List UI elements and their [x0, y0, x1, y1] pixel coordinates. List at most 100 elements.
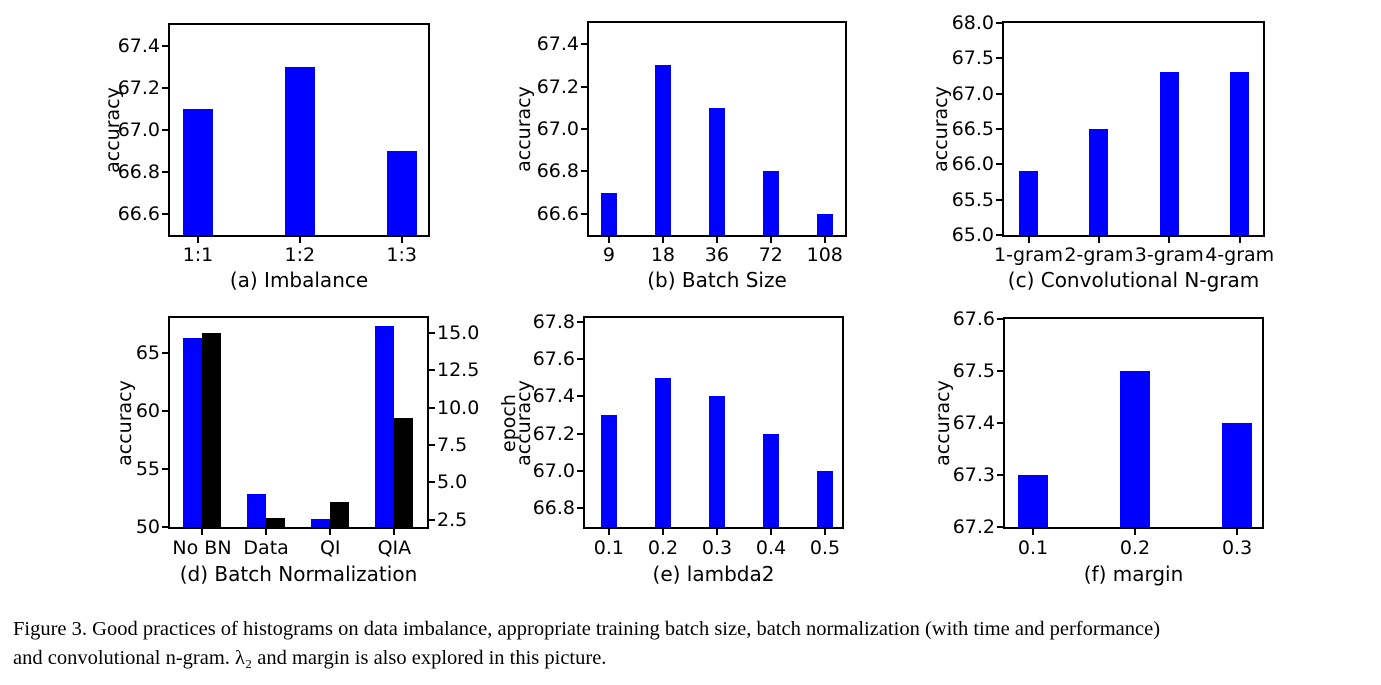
x-axis-tick: [824, 529, 827, 535]
x-axis-tick: [1134, 529, 1137, 535]
subplot-d-title: (d) Batch Normalization: [179, 562, 418, 586]
y-axis-right-tick: [429, 331, 435, 334]
x-axis-tick-label: 0.3: [1221, 537, 1253, 559]
y-axis-right-tick: [429, 518, 435, 521]
y-axis-right-tick: [429, 369, 435, 372]
y-axis-tick-label: 55: [135, 457, 160, 480]
x-axis-tick-label: 1:3: [386, 244, 417, 266]
y-axis-tick-label: 65.0: [951, 224, 994, 246]
bar-b-18: [654, 65, 671, 235]
y-axis-tick-label: 67.0: [951, 82, 994, 105]
y-axis-tick-label: 67.0: [532, 460, 575, 483]
y-axis-right-tick: [429, 406, 435, 409]
y-axis-tick: [997, 474, 1003, 476]
bar-e-0-4: [763, 433, 779, 527]
y-axis-tick-label: 67.4: [532, 385, 575, 408]
y-axis-tick-label: 65: [135, 341, 160, 364]
x-axis-tick-label: 72: [758, 244, 783, 266]
y-axis-label: accuracy: [102, 87, 124, 173]
bar-e-0-3: [708, 396, 725, 527]
bar-d-no-bn-accuracy: [182, 337, 202, 527]
x-axis-tick: [265, 529, 268, 535]
x-axis-tick-label: 9: [602, 244, 615, 266]
subplot-c-title: (c) Convolutional N-gram: [1007, 268, 1260, 292]
x-axis-tick: [298, 237, 301, 243]
x-axis-tick-label: Data: [243, 537, 289, 559]
x-axis-tick: [393, 529, 396, 535]
y-axis-tick-label: 67.0: [536, 118, 579, 140]
y-axis-tick-label: 67.6: [532, 348, 575, 371]
y-axis-tick: [996, 128, 1002, 130]
bar-d-data-epoch: [266, 518, 286, 527]
bar-e-0-5: [817, 471, 834, 527]
y-axis-tick-label: 67.3: [952, 464, 995, 486]
y-axis-tick: [996, 234, 1002, 236]
subplot-c-plot-area: [1002, 21, 1265, 237]
y-axis-label: accuracy: [513, 86, 535, 172]
bar-d-qia-accuracy: [375, 326, 395, 527]
x-axis-tick-label: 1:2: [284, 244, 316, 266]
y-axis-right-tick: [429, 443, 435, 446]
y-axis-right-tick-label: 12.5: [437, 359, 480, 382]
bar-d-qia-epoch: [394, 418, 414, 527]
bar-d-no-bn-epoch: [201, 332, 221, 527]
x-axis-tick: [200, 529, 203, 535]
y-axis-tick-label: 67.5: [952, 360, 995, 382]
x-axis-tick-label: 0.1: [593, 537, 624, 559]
subplot-e-title: (e) lambda2: [652, 562, 775, 586]
y-axis-tick: [162, 213, 168, 215]
y-axis-tick: [577, 320, 583, 323]
y-axis-tick: [997, 318, 1003, 320]
x-axis-tick: [607, 529, 610, 535]
x-axis-tick: [770, 529, 772, 535]
x-axis-tick-label: 18: [650, 244, 675, 266]
y-axis-tick: [577, 432, 583, 435]
bar-a-1-2: [284, 67, 315, 235]
bar-e-0-2: [654, 377, 671, 527]
y-axis-tick-label: 66.8: [117, 161, 160, 183]
y-axis-tick: [577, 470, 583, 473]
y-axis-tick-label: 67.2: [117, 77, 160, 99]
bar-f-0-3: [1222, 423, 1253, 527]
figure-caption: Figure 3. Good practices of histograms o…: [13, 615, 1375, 673]
bar-b-36: [708, 107, 725, 235]
y-axis-tick-label: 66.8: [532, 497, 575, 520]
x-axis-tick-label: 0.3: [701, 537, 733, 559]
bar-a-1-1: [182, 109, 213, 235]
y-axis-tick: [581, 43, 587, 46]
figure-caption-line1: Figure 3. Good practices of histograms o…: [13, 618, 1161, 640]
y-axis-tick-label: 67.6: [952, 308, 995, 330]
y-axis-tick: [577, 395, 583, 398]
x-axis-tick-label: 2-gram: [1064, 244, 1134, 266]
y-axis-tick-label: 67.0: [117, 119, 160, 141]
x-axis-tick: [1097, 237, 1100, 243]
bar-b-72: [762, 171, 779, 235]
y-axis-tick-label: 66.8: [536, 160, 579, 183]
y-axis-tick-label: 67.4: [536, 33, 579, 56]
x-axis-tick-label: 0.4: [755, 537, 787, 559]
x-axis-tick-label: 4-gram: [1205, 244, 1275, 266]
y-axis-tick-label: 67.2: [536, 75, 579, 98]
y-axis-tick-label: 60: [135, 399, 160, 422]
bar-b-108: [816, 213, 833, 235]
y-axis-label: accuracy: [930, 86, 952, 172]
x-axis-tick-label: QIA: [377, 537, 412, 559]
y-axis-tick-label: 67.8: [532, 310, 575, 333]
y-axis-tick-label: 67.4: [117, 35, 160, 57]
bar-c-2-gram: [1089, 129, 1109, 235]
bar-f-0-2: [1120, 371, 1151, 527]
x-axis-tick-label: 0.2: [647, 537, 679, 559]
y-axis-right-tick-label: 5.0: [437, 471, 468, 494]
y-axis-tick: [577, 507, 583, 510]
y-axis-tick-label: 50: [135, 516, 160, 538]
y-axis-tick: [996, 92, 1002, 95]
figure-caption-line2: and convolutional n-gram. λ₂ and margin …: [13, 647, 607, 669]
y-axis-tick: [996, 57, 1002, 60]
x-axis-tick-label: 0.1: [1017, 537, 1049, 559]
x-axis-tick: [823, 237, 826, 243]
x-axis-tick-label: 1-gram: [994, 244, 1063, 266]
x-axis-tick: [769, 237, 772, 243]
y-axis-tick: [581, 128, 587, 130]
y-axis-tick-label: 66.6: [117, 203, 160, 225]
